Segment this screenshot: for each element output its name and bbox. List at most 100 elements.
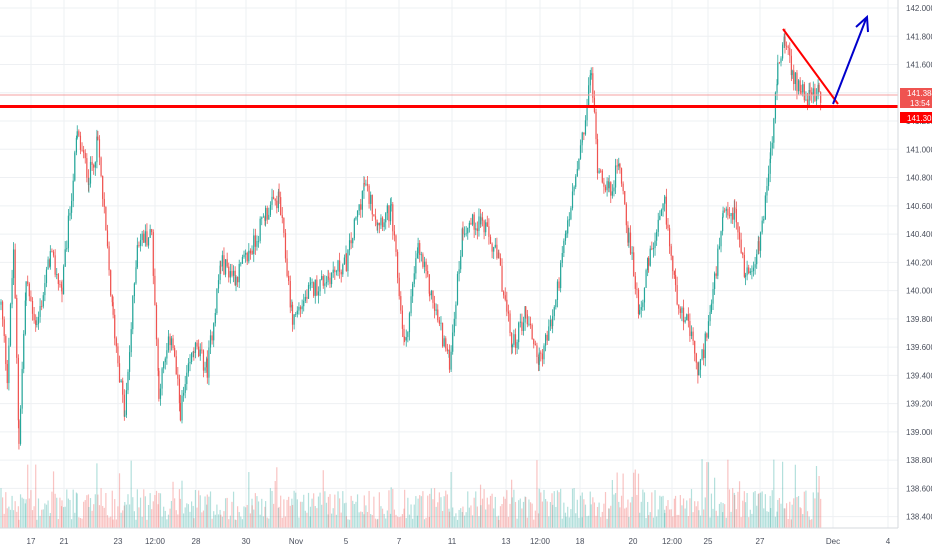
volume-bar (717, 515, 719, 528)
candle-body (697, 362, 699, 376)
candle-body (507, 311, 510, 314)
volume-bar (286, 499, 288, 528)
volume-bar (138, 507, 140, 528)
volume-bar (118, 473, 121, 528)
volume-bar (455, 513, 457, 528)
candle-body (405, 337, 407, 341)
candle-body (740, 239, 742, 253)
price-axis[interactable]: 142.000141.800141.600141.400141.200141.0… (897, 0, 932, 528)
volume-bar (163, 506, 165, 528)
volume-bar (386, 510, 388, 528)
time-axis[interactable]: 17 21 23 12:00 28 30 Nov 5 7 11 13 12:00 18 20 12:00 25… (0, 527, 898, 546)
candle-body (278, 191, 280, 198)
candle-body (742, 252, 744, 255)
candle-body (21, 368, 23, 409)
volume-bar (21, 497, 23, 528)
candle-body (606, 181, 608, 191)
volume-bar (567, 506, 569, 528)
volume-bar (9, 509, 12, 528)
volume-bar (818, 476, 820, 528)
volume-bar (206, 494, 208, 528)
volume-bar (334, 494, 336, 528)
candle-body (25, 281, 27, 301)
volume-bar (704, 497, 706, 528)
candle-body (647, 258, 649, 271)
time-tick-label: 21 (60, 537, 69, 546)
candle-body (724, 210, 726, 212)
candle-body (758, 241, 760, 251)
candle-body (146, 231, 148, 246)
candle-body (770, 148, 772, 159)
candle-body (596, 139, 599, 174)
candle-body (420, 254, 422, 256)
volume-bar (220, 514, 222, 528)
candle-body (543, 345, 545, 360)
volume-bar (276, 467, 278, 528)
candle-body (281, 215, 283, 219)
candle-body (509, 313, 511, 334)
candle-body (265, 207, 267, 221)
volume-bar (480, 505, 482, 528)
volume-bars (0, 459, 822, 528)
volume-bar (608, 508, 610, 528)
candle-body (45, 269, 48, 284)
candle-body (667, 224, 669, 229)
volume-bar (64, 506, 66, 528)
candle-body (358, 204, 360, 211)
candle-body (133, 283, 135, 297)
volume-bar (158, 492, 160, 528)
volume-bar (737, 491, 739, 528)
volume-bar (174, 498, 176, 528)
candle-body (817, 84, 819, 97)
volume-bar (98, 505, 101, 528)
volume-bar (120, 512, 122, 528)
candle-body (611, 191, 613, 196)
volume-bar (598, 502, 600, 528)
volume-bar (343, 503, 346, 528)
candle-body (803, 84, 805, 101)
volume-bar (325, 502, 328, 528)
volume-bar (321, 504, 323, 528)
price-tick-label: 140.400 (906, 230, 932, 239)
volume-bar (468, 507, 470, 528)
candle-body (151, 229, 153, 233)
volume-bar (413, 504, 415, 528)
candle-body (767, 173, 770, 187)
volume-bar (620, 495, 623, 528)
volume-bar (698, 510, 700, 528)
candle-body (334, 269, 336, 272)
volume-bar (56, 497, 58, 528)
candle-body (143, 233, 145, 243)
volume-bar (206, 504, 208, 528)
candle-body (226, 259, 228, 267)
volume-bar (23, 498, 25, 528)
candle-body (732, 212, 734, 220)
candle-body (598, 170, 600, 174)
candle-body (35, 320, 37, 325)
candle-body (485, 222, 487, 233)
candle-body (386, 205, 388, 214)
candle-body (552, 316, 554, 327)
candle-body (748, 267, 750, 274)
candle-body (232, 270, 235, 276)
volume-bar (808, 516, 810, 528)
candle-body (678, 304, 680, 309)
candle-body (777, 62, 779, 85)
volume-bar (100, 488, 102, 528)
volume-bar (374, 518, 377, 528)
volume-bar (365, 505, 367, 528)
candle-body (54, 255, 56, 275)
candle-body (654, 240, 656, 249)
volume-bar (342, 491, 344, 528)
volume-bar (199, 495, 201, 528)
breakout-arrowhead-icon (855, 14, 869, 33)
candle-body (118, 363, 121, 383)
volume-bar (385, 518, 387, 528)
volume-bar (361, 511, 363, 528)
volume-bar (616, 472, 618, 528)
candle-body (136, 245, 138, 268)
volume-bar (358, 512, 360, 528)
volume-bar (592, 497, 594, 528)
candle-body (213, 323, 215, 341)
